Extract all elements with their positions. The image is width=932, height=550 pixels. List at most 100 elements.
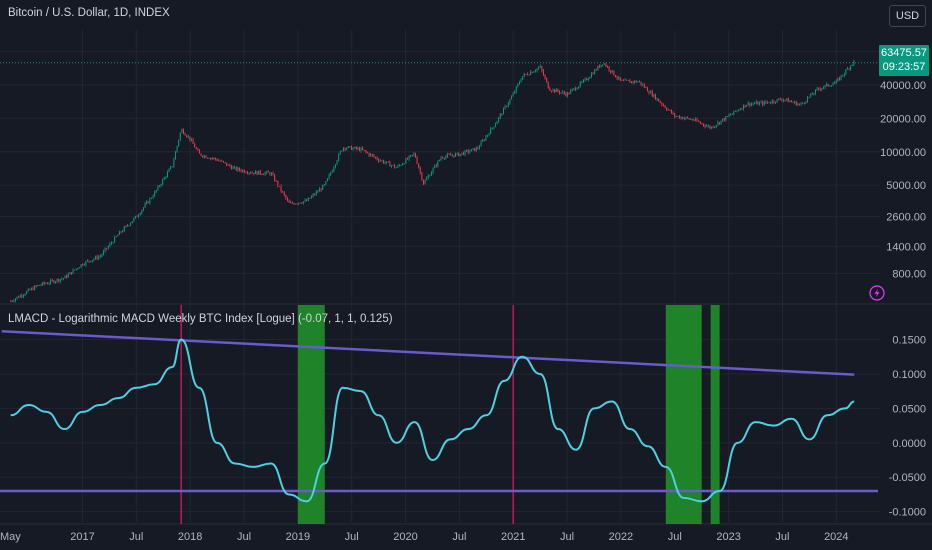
candle-body: [346, 148, 348, 150]
candle-body: [843, 73, 845, 76]
candle-body: [150, 197, 152, 199]
candle-body: [670, 110, 672, 114]
candle-body: [184, 133, 186, 136]
candle-body: [168, 169, 170, 173]
candle-body: [595, 69, 597, 71]
candle-body: [613, 70, 615, 76]
candle-body: [581, 81, 583, 83]
candle-body: [107, 246, 109, 249]
candle-body: [707, 125, 709, 127]
candle-body: [21, 295, 23, 297]
candle-body: [520, 79, 522, 83]
candle-body: [747, 102, 749, 105]
candle-body: [722, 118, 724, 121]
candle-body: [341, 150, 343, 152]
candle-body: [728, 115, 730, 117]
candle-body: [661, 102, 663, 105]
candle-body: [125, 225, 127, 227]
candle-body: [667, 109, 669, 111]
candle-body: [674, 113, 676, 117]
candle-body: [162, 179, 164, 185]
candle-body: [517, 83, 519, 87]
candle-body: [59, 279, 61, 282]
candle-body: [352, 148, 354, 150]
candle-body: [134, 215, 136, 219]
candle-body: [416, 157, 418, 164]
candle-body: [355, 147, 357, 149]
candle-body: [731, 113, 733, 115]
candle-body: [154, 191, 156, 197]
candle-body: [58, 279, 60, 282]
candle-body: [491, 127, 493, 129]
candle-body: [53, 280, 55, 283]
candle-body: [88, 260, 90, 262]
candle-body: [331, 170, 333, 173]
candle-body: [450, 154, 452, 156]
candle-body: [656, 98, 658, 100]
candle-body: [174, 151, 176, 160]
candle-body: [846, 68, 848, 70]
candle-body: [394, 165, 396, 168]
upper-trendline: [1, 330, 855, 376]
candle-body: [371, 154, 373, 156]
time-tick-label: 2017: [70, 531, 94, 543]
candle-body: [526, 74, 528, 75]
candle-body: [325, 181, 327, 185]
candle-body: [213, 157, 215, 159]
candle-body: [669, 109, 671, 111]
candle-body: [114, 236, 116, 243]
candle-body: [320, 189, 322, 190]
buy-zones: [297, 305, 720, 524]
candle-body: [301, 203, 303, 205]
candle-body: [66, 275, 68, 278]
candle-body: [69, 272, 71, 275]
candle-body: [474, 148, 476, 151]
candle-body: [462, 152, 464, 155]
candle-body: [205, 155, 207, 158]
candle-body: [269, 172, 271, 175]
indicator-tick-label: 0.1000: [892, 369, 926, 381]
candle-body: [816, 88, 818, 90]
candle-body: [240, 170, 242, 172]
candle-body: [170, 166, 172, 170]
candle-body: [187, 136, 189, 138]
candle-body: [117, 234, 119, 237]
candle-body: [120, 231, 122, 233]
price-tick-label: 20000.00: [880, 113, 926, 125]
time-tick-label: 2024: [824, 531, 848, 543]
candle-body: [818, 88, 820, 90]
candle-body: [746, 104, 748, 107]
candle-body: [370, 154, 372, 156]
candle-body: [771, 100, 773, 103]
candle-body: [344, 147, 346, 150]
candle-body: [158, 186, 160, 187]
candle-body: [824, 85, 826, 88]
candle-body: [397, 165, 399, 168]
candle-body: [78, 267, 80, 269]
candle-body: [787, 98, 789, 103]
candle-body: [557, 89, 559, 92]
currency-button[interactable]: USD: [889, 5, 926, 27]
candle-body: [26, 291, 28, 295]
candle-body: [54, 281, 56, 283]
candle-body: [634, 80, 636, 83]
candle-body: [782, 99, 784, 101]
candle-body: [675, 116, 677, 118]
candle-body: [589, 77, 591, 79]
candle-body: [456, 152, 458, 154]
lightning-icon[interactable]: [869, 285, 885, 301]
candle-body: [330, 172, 332, 175]
buy-zone: [297, 305, 325, 524]
candle-body: [253, 172, 255, 174]
candle-body: [130, 223, 132, 226]
candle-body: [850, 65, 852, 69]
axes: 80000.0040000.0020000.0010000.005000.002…: [0, 47, 926, 543]
candle-body: [837, 78, 839, 81]
candle-body: [419, 167, 421, 173]
candle-body: [139, 213, 141, 216]
candle-body: [262, 174, 264, 176]
candle-body: [797, 104, 799, 106]
candle-body: [773, 100, 775, 103]
candle-body: [482, 140, 484, 142]
candle-body: [61, 278, 63, 280]
